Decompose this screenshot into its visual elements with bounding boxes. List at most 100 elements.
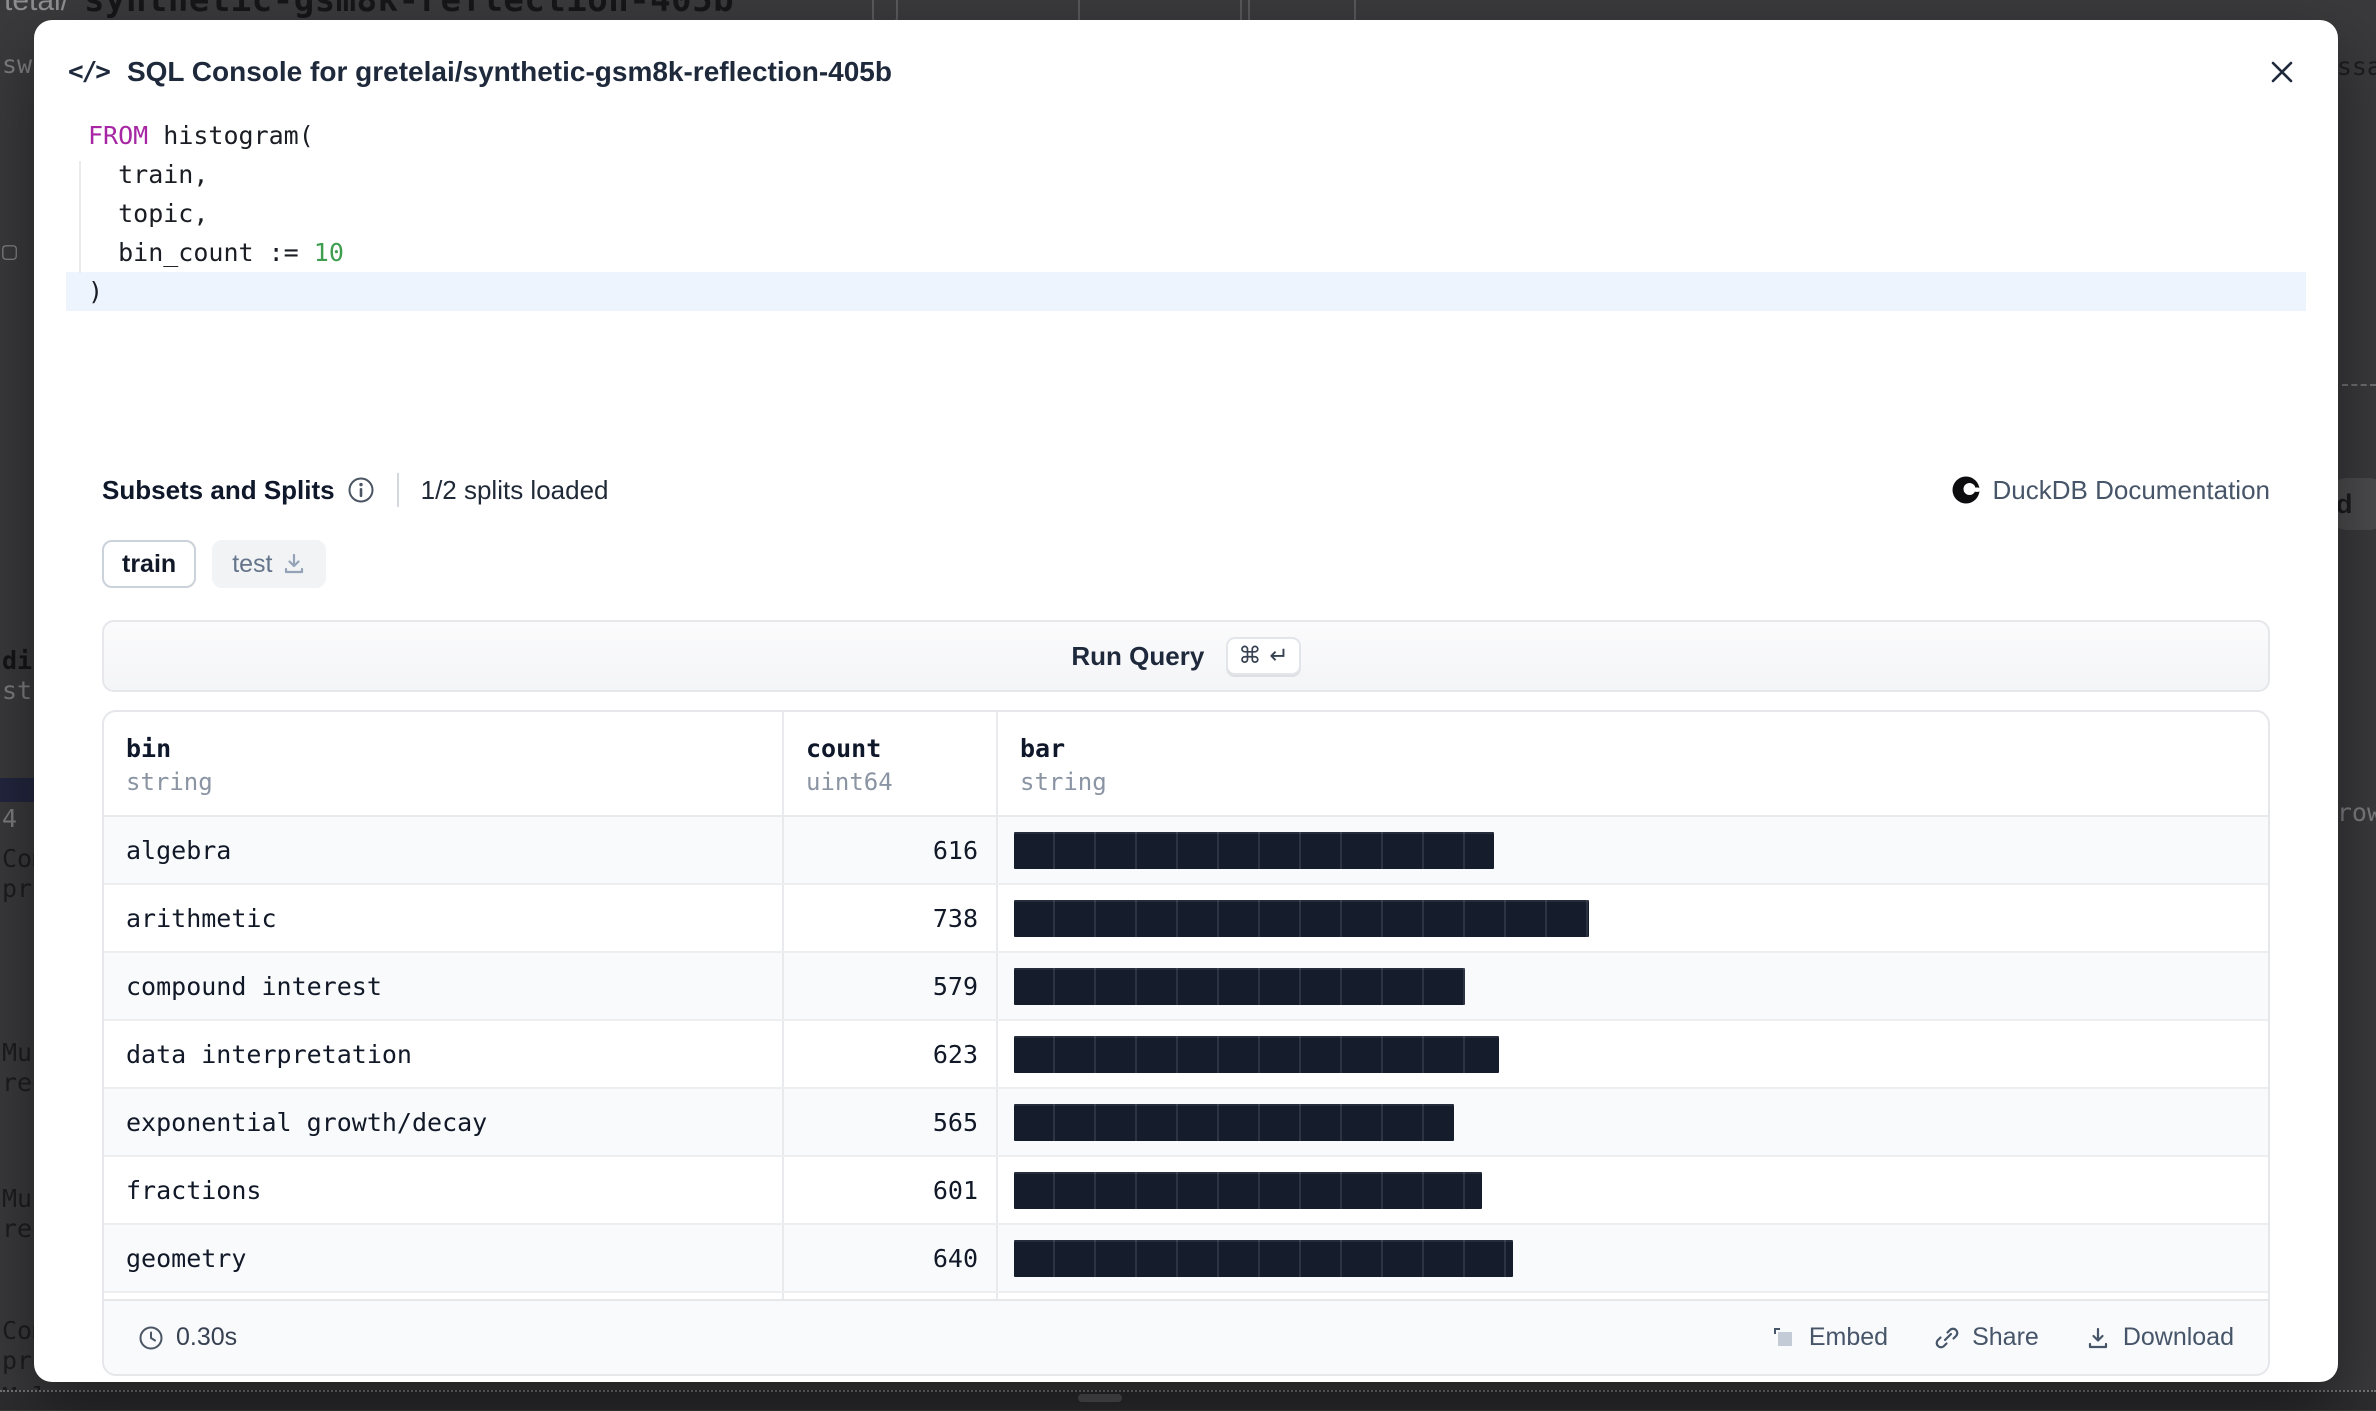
backdrop-text-fragment: sw xyxy=(2,50,33,79)
histogram-bar xyxy=(1014,1035,1499,1073)
bar-cell xyxy=(998,953,2268,1019)
query-duration-value: 0.30s xyxy=(176,1323,238,1351)
code-line: train, xyxy=(66,155,2306,194)
info-icon[interactable] xyxy=(347,476,375,504)
bin-cell: exponential growth/decay xyxy=(104,1089,784,1155)
backdrop-selected-row-fragment xyxy=(0,778,34,802)
splits-loaded-status: 1/2 splits loaded xyxy=(420,474,609,505)
code-token: histogram( xyxy=(148,121,314,150)
backdrop-text-fragment: row xyxy=(2336,798,2376,827)
code-icon: </> xyxy=(68,57,111,87)
results-footer: 0.30s Embed Share xyxy=(104,1299,2268,1374)
count-cell: 616 xyxy=(784,817,998,883)
table-body: algebra 616 arithmetic 738 compound interest… xyxy=(104,817,2268,1299)
backdrop-dashed-fragment xyxy=(2342,384,2376,386)
cmd-key: ⌘ xyxy=(1238,643,1262,669)
split-button-test[interactable]: test xyxy=(212,540,327,588)
histogram-bar xyxy=(1014,1239,1513,1277)
column-header-bin[interactable]: bin string xyxy=(104,712,784,815)
close-icon[interactable] xyxy=(2260,50,2304,94)
sql-console-modal: </> SQL Console for gretelai/synthetic-g… xyxy=(34,20,2338,1382)
run-query-button[interactable]: Run Query ⌘ ↵ xyxy=(102,620,2270,692)
column-header-count[interactable]: count uint64 xyxy=(784,712,998,815)
bar-cell xyxy=(998,1021,2268,1087)
bin-cell: compound interest xyxy=(104,953,784,1019)
divider xyxy=(396,473,399,507)
column-name: count xyxy=(806,734,882,763)
scroll-handle xyxy=(1078,1394,1122,1402)
embed-button[interactable]: Embed xyxy=(1771,1323,1888,1352)
table-row: arithmetic 738 xyxy=(104,883,2268,951)
table-row: data interpretation 623 xyxy=(104,1019,2268,1087)
histogram-bar xyxy=(1014,899,1589,937)
code-line: ) xyxy=(66,272,2306,311)
column-type: uint64 xyxy=(806,768,893,796)
count-cell xyxy=(784,1293,998,1299)
query-duration: 0.30s xyxy=(138,1323,237,1352)
split-button-train[interactable]: train xyxy=(102,540,197,588)
code-line: FROM histogram( xyxy=(66,116,2306,155)
bin-cell: fractions xyxy=(104,1157,784,1223)
split-train-label: train xyxy=(122,549,177,578)
count-cell: 623 xyxy=(784,1021,998,1087)
duckdb-documentation-link[interactable]: DuckDB Documentation xyxy=(1951,475,2270,506)
modal-header: </> SQL Console for gretelai/synthetic-g… xyxy=(68,50,2304,94)
share-button[interactable]: Share xyxy=(1934,1323,2039,1352)
table-row: compound interest 579 xyxy=(104,951,2268,1019)
embed-icon xyxy=(1773,1327,1792,1346)
bar-cell xyxy=(998,1225,2268,1291)
code-line: bin_count := 10 xyxy=(66,233,2306,272)
histogram-bar xyxy=(1014,831,1494,869)
table-header: bin string count uint64 bar string xyxy=(104,712,2268,817)
split-buttons: train test xyxy=(102,540,327,588)
count-cell: 579 xyxy=(784,953,998,1019)
histogram-bar xyxy=(1014,1171,1482,1209)
backdrop-owner-prefix: tetai/ xyxy=(4,0,70,17)
bin-cell: algebra xyxy=(104,817,784,883)
download-button[interactable]: Download xyxy=(2085,1323,2234,1352)
enter-key: ↵ xyxy=(1269,643,1289,669)
share-label: Share xyxy=(1972,1323,2039,1351)
modal-title: SQL Console for gretelai/synthetic-gsm8k… xyxy=(126,56,892,87)
bin-cell: arithmetic xyxy=(104,885,784,951)
column-name: bin xyxy=(126,734,172,763)
split-test-label: test xyxy=(232,549,273,578)
table-row: algebra 616 xyxy=(104,817,2268,883)
sql-editor[interactable]: FROM histogram( train, topic, bin_count … xyxy=(66,116,2306,446)
duckdb-documentation-label: DuckDB Documentation xyxy=(1992,474,2270,505)
column-type: string xyxy=(126,768,213,796)
code-token: FROM xyxy=(88,121,149,150)
splits-heading: Subsets and Splits xyxy=(102,474,335,505)
clock-icon xyxy=(139,1326,163,1349)
copy-icon xyxy=(872,0,898,22)
column-type: string xyxy=(1020,768,1107,796)
run-query-label: Run Query xyxy=(1071,640,1205,671)
table-row: geometry 640 xyxy=(104,1223,2268,1291)
column-name: bar xyxy=(1020,734,1066,763)
footer-actions: Embed Share Download xyxy=(1771,1323,2234,1352)
code-token: train, xyxy=(88,160,209,189)
bar-cell xyxy=(998,885,2268,951)
download-label: Download xyxy=(2122,1323,2234,1351)
code-token: 10 xyxy=(313,238,344,267)
table-row: fractions 601 xyxy=(104,1155,2268,1223)
indent-guide xyxy=(79,161,81,273)
bin-cell: geometry xyxy=(104,1225,784,1291)
count-cell: 738 xyxy=(784,885,998,951)
bin-cell xyxy=(104,1293,784,1299)
bin-cell: data interpretation xyxy=(104,1021,784,1087)
splits-section-header: Subsets and Splits 1/2 splits loaded Duc… xyxy=(102,472,2270,508)
query-results-panel: bin string count uint64 bar string algeb… xyxy=(102,710,2270,1376)
backdrop-dataset-title: synthetic-gsm8k-reflection-405b xyxy=(84,0,735,20)
download-icon xyxy=(2088,1327,2107,1348)
table-row-partial xyxy=(104,1291,2268,1299)
share-link-icon xyxy=(1935,1327,1959,1348)
column-header-bar[interactable]: bar string xyxy=(998,712,2268,815)
histogram-bar xyxy=(1014,967,1465,1005)
keyboard-shortcut-badge: ⌘ ↵ xyxy=(1226,637,1301,675)
bar-cell xyxy=(998,817,2268,883)
duckdb-logo-icon xyxy=(1952,476,1980,504)
download-icon xyxy=(285,553,304,574)
embed-label: Embed xyxy=(1808,1323,1889,1351)
table-row: exponential growth/decay 565 xyxy=(104,1087,2268,1155)
